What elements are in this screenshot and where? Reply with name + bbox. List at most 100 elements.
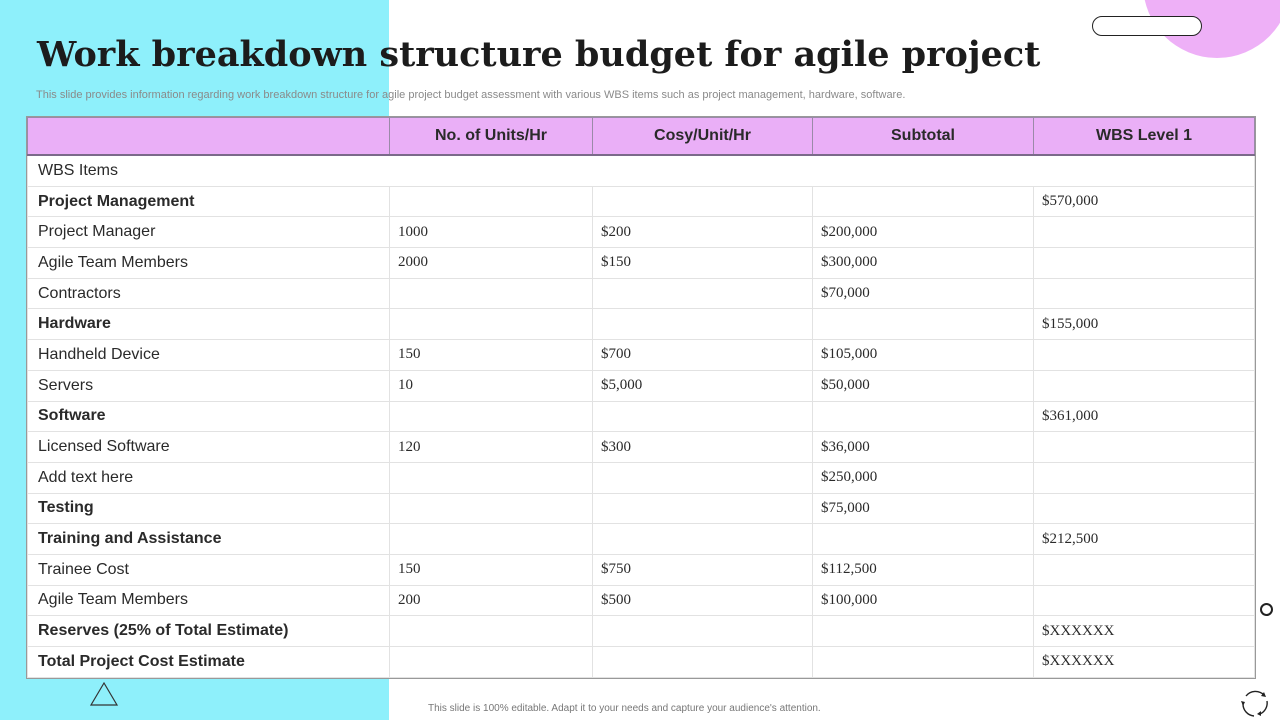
wbs-level-cell	[1033, 339, 1255, 371]
row-item-label: Trainee Cost	[27, 553, 390, 586]
subtotal-cell	[812, 646, 1034, 678]
slide-subtitle: This slide provides information regardin…	[36, 89, 906, 101]
cost-cell: $300	[592, 431, 813, 463]
table-row: Training and Assistance $212,500	[27, 523, 1255, 555]
table-row: Contractors $70,000	[27, 277, 1255, 310]
wbs-level-cell	[1033, 277, 1255, 310]
wbs-level-cell: $570,000	[1033, 185, 1255, 218]
subtotal-cell: $200,000	[812, 216, 1034, 249]
units-cell	[389, 615, 593, 647]
triangle-icon	[89, 681, 119, 706]
row-item-label: Testing	[27, 492, 390, 525]
units-cell: 2000	[389, 247, 593, 279]
table-row: Licensed Software 120 $300 $36,000	[27, 431, 1255, 463]
cost-cell	[592, 523, 813, 555]
cost-cell	[592, 277, 813, 310]
table-row: Handheld Device 150 $700 $105,000	[27, 339, 1255, 371]
subtotal-cell	[812, 400, 1034, 433]
subtotal-cell: $300,000	[812, 247, 1034, 279]
cost-cell: $200	[592, 216, 813, 249]
table-body: WBS Items Project Management $570,000 Proje…	[27, 154, 1255, 678]
row-item-label: Software	[27, 400, 390, 433]
cost-cell	[592, 646, 813, 678]
wbs-level-cell: $XXXXXX	[1033, 646, 1255, 678]
row-item-label: Contractors	[27, 277, 390, 310]
table-row: WBS Items	[27, 154, 1255, 187]
slide-title: Work breakdown structure budget for agil…	[37, 34, 1041, 75]
cost-cell: $150	[592, 247, 813, 279]
header-cell-cost: Cosy/Unit/Hr	[592, 117, 813, 156]
units-cell: 1000	[389, 216, 593, 249]
units-cell	[389, 646, 593, 678]
cost-cell	[592, 492, 813, 525]
wbs-level-cell	[1033, 553, 1255, 586]
ring-icon	[1260, 603, 1273, 616]
table-row: Testing $75,000	[27, 492, 1255, 525]
units-cell: 120	[389, 431, 593, 463]
table-row: Software $361,000	[27, 400, 1255, 433]
subtotal-cell: $112,500	[812, 553, 1034, 586]
cost-cell	[592, 308, 813, 341]
decorative-pill-outline	[1092, 16, 1202, 36]
header-cell-units: No. of Units/Hr	[389, 117, 593, 156]
row-item-label: Agile Team Members	[27, 584, 390, 617]
wbs-level-cell: $212,500	[1033, 523, 1255, 555]
units-cell	[389, 185, 593, 218]
header-cell-subtotal: Subtotal	[812, 117, 1034, 156]
cost-cell	[592, 615, 813, 647]
wbs-level-cell: $155,000	[1033, 308, 1255, 341]
row-item-label: Handheld Device	[27, 339, 390, 371]
wbs-level-cell	[1033, 369, 1255, 402]
subtotal-cell: $36,000	[812, 431, 1034, 463]
wbs-level-cell	[1033, 584, 1255, 617]
table-row: Agile Team Members 2000 $150 $300,000	[27, 247, 1255, 279]
units-cell	[389, 308, 593, 341]
table-row: Hardware $155,000	[27, 308, 1255, 341]
units-cell: 200	[389, 584, 593, 617]
units-cell	[389, 523, 593, 555]
wbs-level-cell	[1033, 431, 1255, 463]
units-cell	[389, 461, 593, 494]
subtotal-cell: $105,000	[812, 339, 1034, 371]
table-row: Servers 10 $5,000 $50,000	[27, 369, 1255, 402]
cost-cell	[592, 461, 813, 494]
wbs-level-cell	[1033, 216, 1255, 249]
cost-cell: $500	[592, 584, 813, 617]
subtotal-cell: $70,000	[812, 277, 1034, 310]
header-cell-wbs-level: WBS Level 1	[1033, 117, 1255, 156]
units-cell	[389, 400, 593, 433]
cost-cell	[592, 185, 813, 218]
subtotal-cell: $100,000	[812, 584, 1034, 617]
header-cell-item	[27, 117, 390, 156]
row-item-label: WBS Items	[27, 154, 1255, 187]
row-item-label: Servers	[27, 369, 390, 402]
footer-note: This slide is 100% editable. Adapt it to…	[428, 703, 821, 714]
units-cell	[389, 277, 593, 310]
cost-cell	[592, 400, 813, 433]
table-row: Trainee Cost 150 $750 $112,500	[27, 553, 1255, 586]
row-item-label: Project Management	[27, 185, 390, 218]
table-row: Project Management $570,000	[27, 185, 1255, 218]
table-row: Add text here $250,000	[27, 461, 1255, 494]
wbs-level-cell	[1033, 247, 1255, 279]
subtotal-cell	[812, 615, 1034, 647]
cost-cell: $5,000	[592, 369, 813, 402]
subtotal-cell	[812, 523, 1034, 555]
wbs-level-cell: $361,000	[1033, 400, 1255, 433]
subtotal-cell: $50,000	[812, 369, 1034, 402]
subtotal-cell: $250,000	[812, 461, 1034, 494]
units-cell: 150	[389, 339, 593, 371]
cycle-icon	[1241, 690, 1268, 717]
wbs-level-cell: $XXXXXX	[1033, 615, 1255, 647]
row-item-label: Add text here	[27, 461, 390, 494]
table-row: Total Project Cost Estimate $XXXXXX	[27, 646, 1255, 678]
row-item-label: Reserves (25% of Total Estimate)	[27, 615, 390, 647]
row-item-label: Training and Assistance	[27, 523, 390, 555]
wbs-level-cell	[1033, 492, 1255, 525]
table-row: Project Manager 1000 $200 $200,000	[27, 216, 1255, 249]
row-item-label: Agile Team Members	[27, 247, 390, 279]
row-item-label: Project Manager	[27, 216, 390, 249]
table-row: Reserves (25% of Total Estimate) $XXXXXX	[27, 615, 1255, 647]
subtotal-cell	[812, 308, 1034, 341]
row-item-label: Hardware	[27, 308, 390, 341]
